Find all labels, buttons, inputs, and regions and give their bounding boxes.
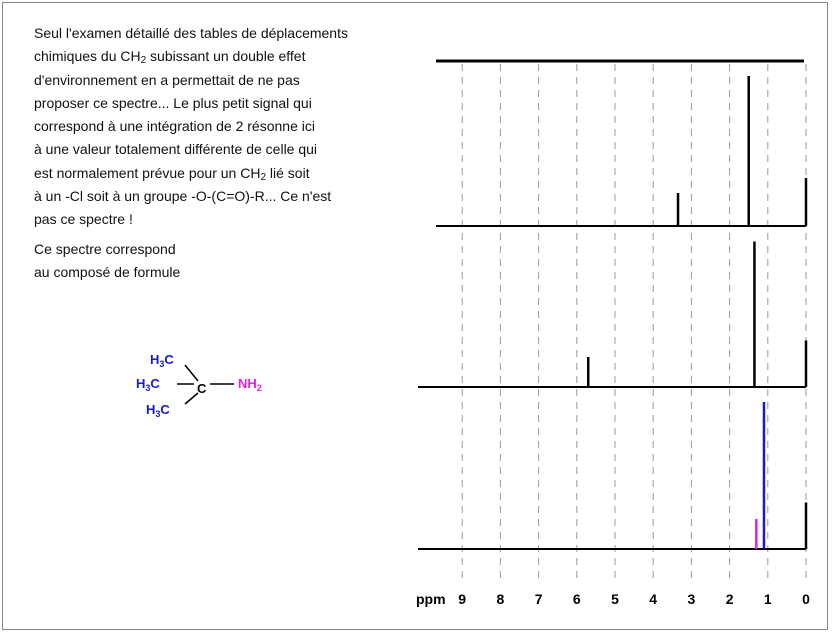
ppm-tick-label: 2 bbox=[726, 591, 734, 607]
ppm-tick-label: 6 bbox=[573, 591, 581, 607]
molecule-structure: H3C H3C H3C C NH2 bbox=[136, 352, 262, 419]
explanation-line: correspond à une intégration de 2 résonn… bbox=[34, 118, 315, 135]
central-carbon-label: C bbox=[197, 381, 207, 396]
explanation-line: pas ce spectre ! bbox=[34, 211, 133, 228]
explanation-line: d'environnement en a permettait de ne pa… bbox=[34, 71, 300, 88]
explanation-line: est normalement prévue pour un CH2 lié s… bbox=[34, 164, 310, 183]
explanation-line: à un -Cl soit à un groupe -O-(C=O)-R... … bbox=[34, 188, 332, 205]
bond-bottom bbox=[184, 392, 199, 405]
ppm-tick-label: 4 bbox=[649, 591, 657, 607]
methyl-bottom-label: H3C bbox=[146, 402, 170, 419]
ppm-unit-label: ppm bbox=[416, 591, 446, 607]
ppm-tick-label: 0 bbox=[802, 591, 810, 607]
ppm-tick-label: 5 bbox=[611, 591, 619, 607]
explanation-line: Seul l'examen détaillé des tables de dép… bbox=[34, 25, 348, 41]
explanation-line: chimiques du CH2 subissant un double eff… bbox=[34, 48, 306, 67]
explanation-line: à une valeur totalement différente de ce… bbox=[34, 141, 318, 158]
ppm-tick-label: 9 bbox=[458, 591, 466, 607]
conclusion-text: Ce spectre correspond au composé de formu… bbox=[34, 238, 180, 284]
conclusion-line: Ce spectre correspond bbox=[34, 241, 176, 257]
explanation-text: Seul l'examen détaillé des tables de dép… bbox=[34, 22, 454, 232]
ppm-tick-label: 7 bbox=[535, 591, 543, 607]
methyl-left-label: H3C bbox=[136, 376, 160, 393]
bond-top bbox=[184, 364, 199, 382]
ppm-tick-label: 1 bbox=[764, 591, 772, 607]
methyl-top-label: H3C bbox=[150, 352, 174, 369]
ppm-tick-label: 3 bbox=[688, 591, 696, 607]
conclusion-line: au composé de formule bbox=[34, 264, 181, 280]
ppm-tick-label: 8 bbox=[497, 591, 505, 607]
explanation-line: proposer ce spectre... Le plus petit sig… bbox=[34, 94, 312, 111]
amine-label: NH2 bbox=[238, 376, 262, 393]
